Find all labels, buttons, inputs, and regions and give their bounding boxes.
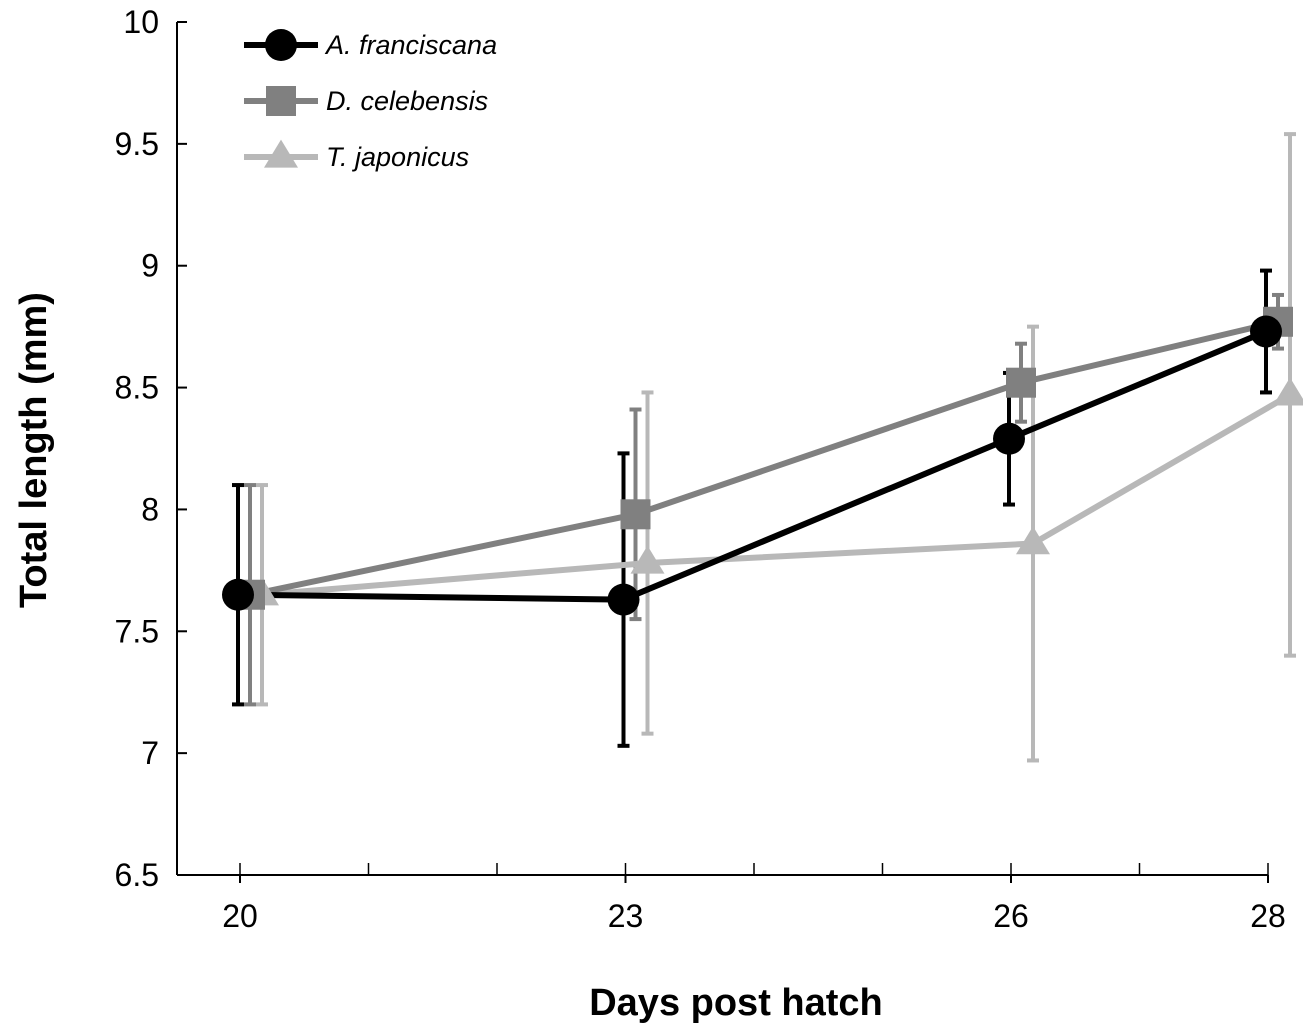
y-axis-title: Total length (mm) bbox=[13, 292, 55, 608]
series-line bbox=[261, 392, 1292, 598]
data-point bbox=[1273, 377, 1303, 406]
x-tick-label: 20 bbox=[222, 898, 258, 934]
legend-label: D. celebensis bbox=[326, 86, 488, 116]
x-tick-label: 23 bbox=[608, 898, 644, 934]
x-tick-label: 28 bbox=[1250, 898, 1286, 934]
data-point bbox=[1250, 315, 1282, 348]
axes: 6.5 7 7.5 8 8.5 9 9.5 10 20 23 26 28 bbox=[115, 4, 1286, 934]
data-point bbox=[630, 545, 665, 574]
data-point bbox=[993, 422, 1025, 455]
legend: A. franciscana D. celebensis T. japonicus bbox=[244, 29, 497, 172]
y-tick-label: 9 bbox=[141, 248, 159, 284]
x-axis-title: Days post hatch bbox=[589, 982, 883, 1024]
y-tick-label: 7.5 bbox=[115, 613, 159, 649]
data-point bbox=[1006, 367, 1036, 398]
series-lines bbox=[237, 318, 1292, 603]
data-point bbox=[620, 499, 651, 530]
legend-marker bbox=[264, 139, 298, 168]
error-bars bbox=[232, 132, 1296, 763]
data-point bbox=[1016, 526, 1050, 555]
legend-label: T. japonicus bbox=[326, 142, 469, 172]
x-tick-label: 26 bbox=[993, 898, 1029, 934]
y-tick-label: 8 bbox=[141, 491, 159, 527]
series-line bbox=[237, 328, 1268, 603]
y-tick-label: 6.5 bbox=[115, 857, 159, 893]
data-point bbox=[607, 583, 640, 616]
y-tick-label: 10 bbox=[123, 4, 159, 40]
legend-marker bbox=[265, 29, 297, 61]
y-tick-label: 8.5 bbox=[115, 370, 159, 406]
legend-label: A. franciscana bbox=[324, 30, 497, 60]
data-point bbox=[222, 578, 254, 611]
data-markers bbox=[222, 306, 1303, 616]
series-line bbox=[249, 318, 1279, 598]
y-tick-label: 9.5 bbox=[115, 126, 159, 162]
legend-marker bbox=[266, 86, 296, 116]
y-tick-label: 7 bbox=[141, 735, 159, 771]
